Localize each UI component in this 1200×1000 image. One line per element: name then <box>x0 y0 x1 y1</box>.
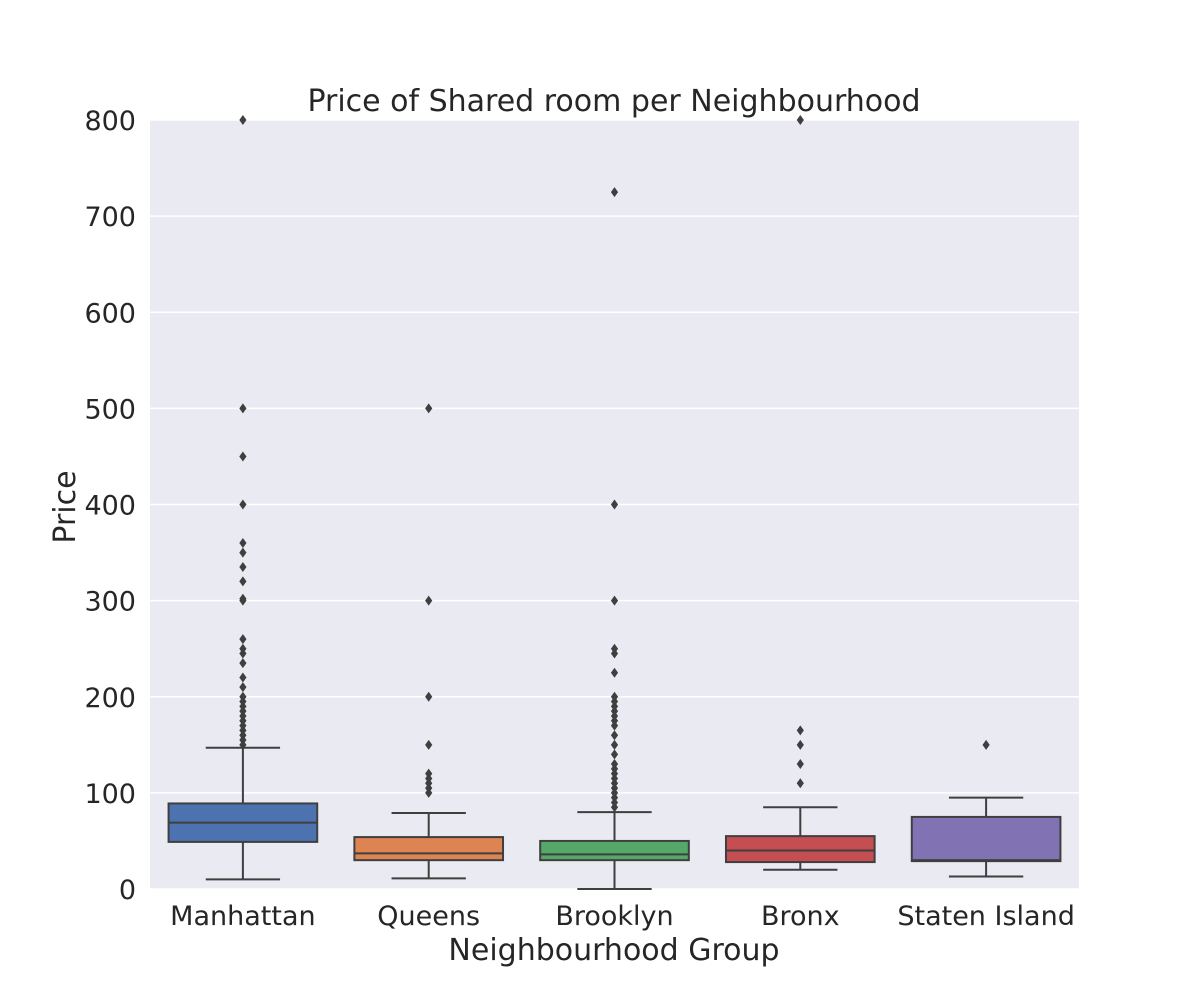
x-tick-label-bronx: Bronx <box>761 901 840 932</box>
outlier-point <box>239 499 247 510</box>
outlier-point <box>239 403 247 414</box>
y-tick-labels: 0 100 200 300 400 500 600 700 800 <box>84 106 136 906</box>
y-tick-label-500: 500 <box>84 394 136 425</box>
y-tick-label-600: 600 <box>84 298 136 329</box>
outlier-point <box>796 759 804 770</box>
outlier-point <box>239 643 247 654</box>
iqr-box <box>724 835 876 864</box>
outlier-point <box>610 759 619 770</box>
outlier-point <box>610 691 619 702</box>
y-axis-label: Price <box>48 470 83 543</box>
outlier-point <box>239 115 247 125</box>
x-tick-label-queens: Queens <box>377 901 480 932</box>
outlier-point <box>425 691 433 702</box>
y-tick-label-0: 0 <box>119 875 136 906</box>
y-tick-label-800: 800 <box>84 106 136 137</box>
y-tick-label-400: 400 <box>84 491 136 522</box>
y-tick-label-100: 100 <box>84 779 136 810</box>
x-tick-label-manhattan: Manhattan <box>170 901 315 932</box>
chart-title: Price of Shared room per Neighbourhood <box>307 84 920 119</box>
x-tick-label-staten-island: Staten Island <box>897 901 1075 932</box>
iqr-box <box>539 839 690 862</box>
outlier-point <box>239 672 247 683</box>
outlier-point <box>610 749 619 760</box>
y-tick-label-200: 200 <box>84 683 136 714</box>
outlier-point <box>796 725 804 736</box>
outlier-point <box>239 593 247 604</box>
outlier-point <box>610 739 619 750</box>
outlier-point <box>610 499 619 510</box>
box-group-brooklyn <box>539 187 690 890</box>
x-tick-label-brooklyn: Brooklyn <box>555 901 673 932</box>
outlier-point <box>610 595 619 606</box>
outlier-point <box>239 658 247 669</box>
outlier-point <box>610 730 619 741</box>
box-group-staten-island <box>910 739 1062 878</box>
outlier-point <box>239 576 247 587</box>
outlier-point <box>610 643 619 654</box>
iqr-box <box>910 815 1062 863</box>
outlier-point <box>239 561 247 572</box>
outlier-point <box>610 187 619 198</box>
x-tick-labels: Manhattan Queens Brooklyn Bronx Staten Islan… <box>170 901 1075 932</box>
outlier-point <box>239 451 247 462</box>
x-axis-label: Neighbourhood Group <box>448 933 779 968</box>
outlier-point <box>425 768 433 779</box>
box-series <box>167 115 1062 890</box>
box-group-queens <box>353 403 505 880</box>
outlier-point <box>796 115 804 125</box>
outlier-point <box>982 739 990 750</box>
outlier-point <box>796 739 804 750</box>
outlier-point <box>425 595 433 606</box>
outlier-point <box>425 403 433 414</box>
outlier-point <box>239 691 247 702</box>
outlier-point <box>239 682 247 693</box>
box-group-manhattan <box>167 115 319 881</box>
y-tick-label-700: 700 <box>84 202 136 233</box>
outlier-point <box>239 547 247 558</box>
box-group-bronx <box>724 115 876 871</box>
outlier-point <box>610 667 619 678</box>
iqr-box <box>353 836 505 862</box>
y-tick-label-300: 300 <box>84 587 136 618</box>
outlier-point <box>425 739 433 750</box>
outlier-point <box>239 537 247 548</box>
outlier-point <box>239 634 247 645</box>
outlier-point <box>796 778 804 789</box>
